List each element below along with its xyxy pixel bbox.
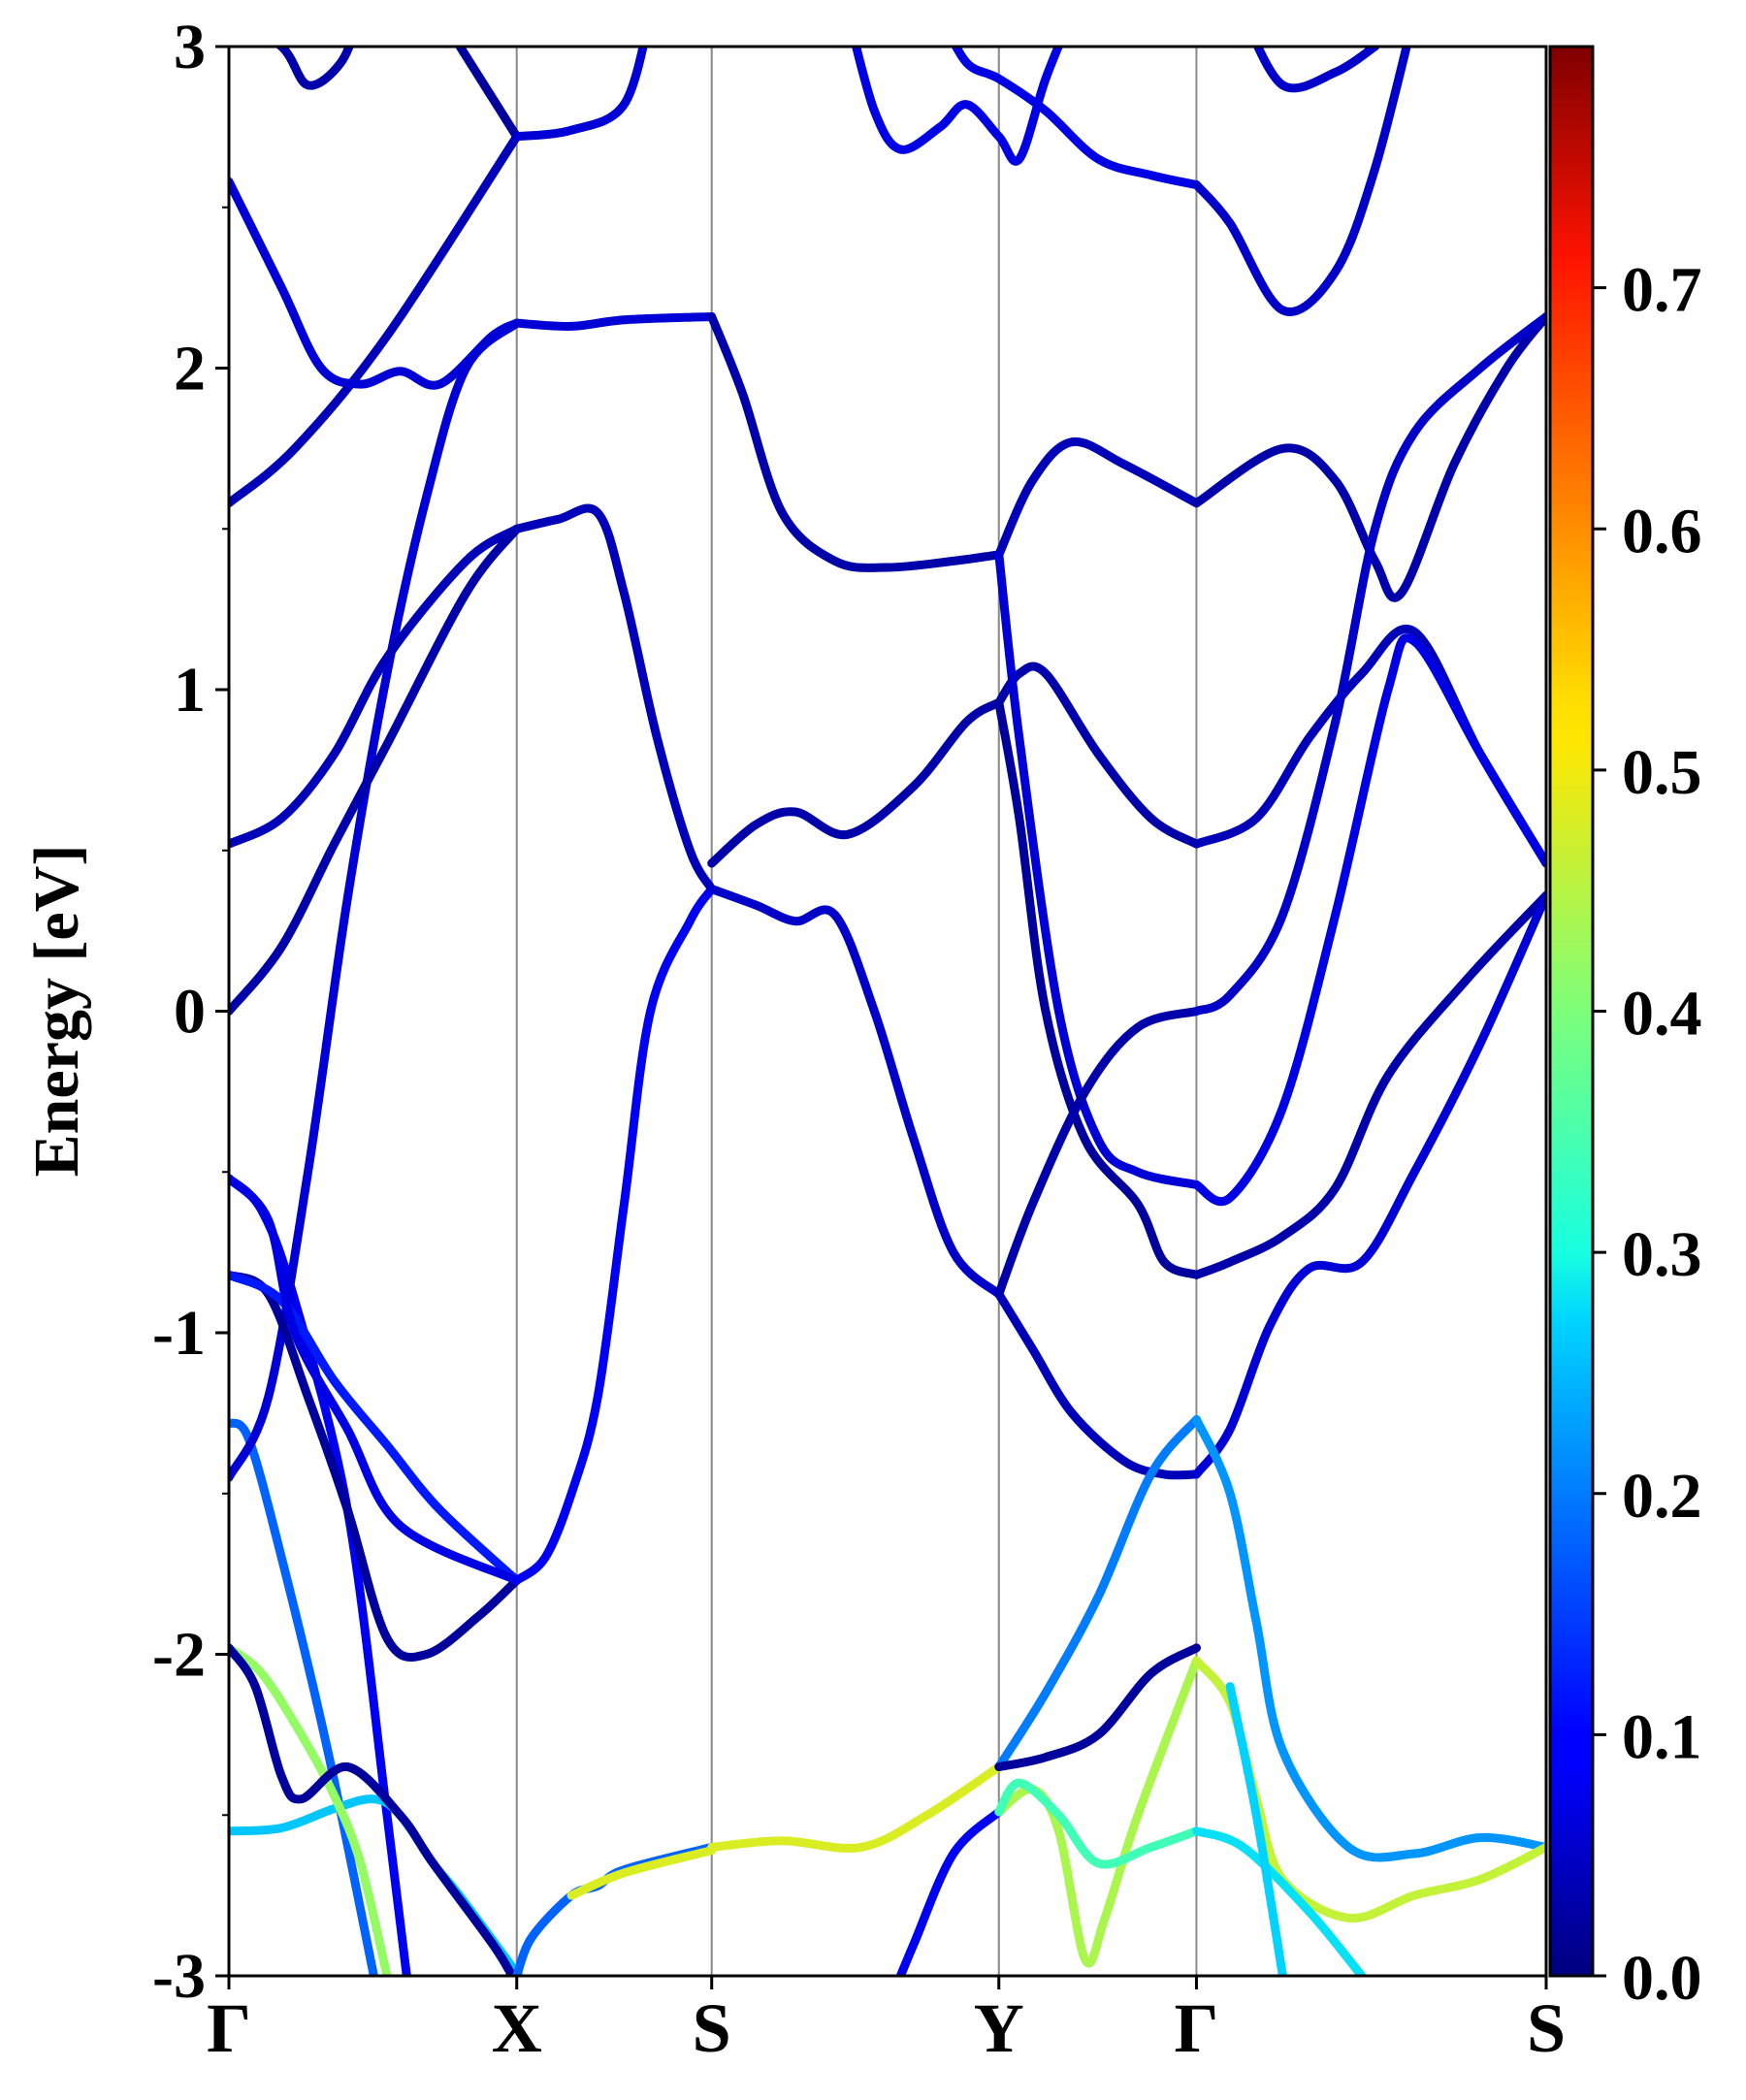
kpoint-divider-lines — [515, 47, 1198, 1976]
x-tick-label-0: Γ — [207, 1989, 251, 2067]
band-27 — [851, 47, 1063, 166]
band-12 — [229, 1270, 522, 1585]
band-33 — [994, 1007, 1201, 1299]
colorbar-ticks: 0.0 0.1 0.2 0.3 0.4 0.5 0.6 0.7 — [1593, 255, 1702, 2014]
y-tick-label-4: 1 — [174, 655, 206, 726]
band-5 — [229, 1643, 517, 1976]
band-19 — [512, 885, 717, 1585]
band-37 — [994, 1656, 1201, 1968]
band-44 — [1192, 633, 1546, 1207]
band-10 — [229, 177, 522, 390]
band-50 — [1225, 1682, 1287, 1976]
band-47 — [1192, 1415, 1546, 1862]
y-tick-label-5: 2 — [174, 334, 206, 404]
band-2 — [229, 1418, 378, 1976]
x-tick-label-2: S — [693, 1989, 731, 2067]
colorbar-tick-label-7: 0.7 — [1622, 255, 1702, 326]
y-axis-label: Energy [eV] — [21, 845, 92, 1178]
colorbar-tick-label-5: 0.5 — [1622, 737, 1702, 808]
band-7 — [229, 318, 522, 1482]
band-17 — [512, 312, 717, 331]
y-axis-ticks: -3 -2 -1 0 1 2 3 — [152, 12, 229, 2012]
band-11 — [229, 1270, 522, 1663]
colorbar-tick-label-1: 0.1 — [1622, 1701, 1702, 1772]
colorbar-tick-label-6: 0.6 — [1622, 496, 1702, 566]
y-tick-label-2: -1 — [152, 1298, 206, 1369]
band-45 — [1192, 890, 1546, 1279]
band-18 — [512, 503, 717, 893]
band-32 — [994, 550, 1201, 1189]
band-16 — [512, 47, 648, 142]
band-8 — [229, 524, 522, 849]
x-tick-label-1: X — [492, 1989, 542, 2067]
band-31 — [994, 697, 1201, 1279]
colorbar-tick-label-2: 0.2 — [1622, 1461, 1702, 1532]
y-tick-label-6: 3 — [174, 12, 206, 82]
band-25 — [707, 1762, 1004, 1853]
colorbar-tick-label-4: 0.4 — [1622, 979, 1702, 1050]
y-tick-label-0: -3 — [152, 1941, 206, 2012]
band-43 — [1192, 312, 1546, 1016]
band-21 — [566, 1846, 717, 1900]
band-6 — [229, 132, 522, 508]
colorbar-tick-label-0: 0.0 — [1622, 1943, 1702, 2014]
band-46 — [1192, 890, 1546, 1479]
x-tick-label-5: S — [1527, 1989, 1566, 2067]
x-tick-label-4: Γ — [1175, 1989, 1219, 2067]
band-15 — [454, 47, 522, 142]
band-3 — [229, 1794, 524, 1976]
y-tick-label-1: -2 — [152, 1620, 206, 1691]
band-34 — [994, 1289, 1201, 1480]
band-22 — [707, 312, 1004, 572]
band-26 — [895, 1807, 1004, 1976]
band-29 — [994, 436, 1201, 560]
band-20 — [512, 1842, 717, 1976]
band-28 — [951, 47, 1201, 189]
y-tick-label-3: 0 — [174, 977, 206, 1048]
band-30 — [994, 662, 1201, 849]
band-23 — [707, 697, 1004, 868]
band-39 — [1192, 47, 1411, 316]
band-1 — [229, 1174, 411, 1976]
band-13 — [229, 1174, 522, 1585]
band-9 — [229, 524, 522, 1016]
band-14 — [275, 47, 354, 90]
band-40 — [1252, 47, 1379, 93]
band-lines — [229, 47, 1546, 1976]
colorbar-tick-label-3: 0.3 — [1622, 1219, 1702, 1290]
colorbar — [1548, 45, 1595, 1978]
band-24 — [707, 885, 1004, 1299]
band-41 — [1192, 312, 1546, 602]
x-tick-label-3: Y — [974, 1989, 1024, 2067]
band-35 — [994, 1415, 1201, 1771]
band-36 — [994, 1643, 1201, 1771]
band-38 — [994, 1778, 1201, 1869]
plot-frame — [227, 45, 1548, 1978]
band-49 — [1192, 1826, 1367, 1976]
